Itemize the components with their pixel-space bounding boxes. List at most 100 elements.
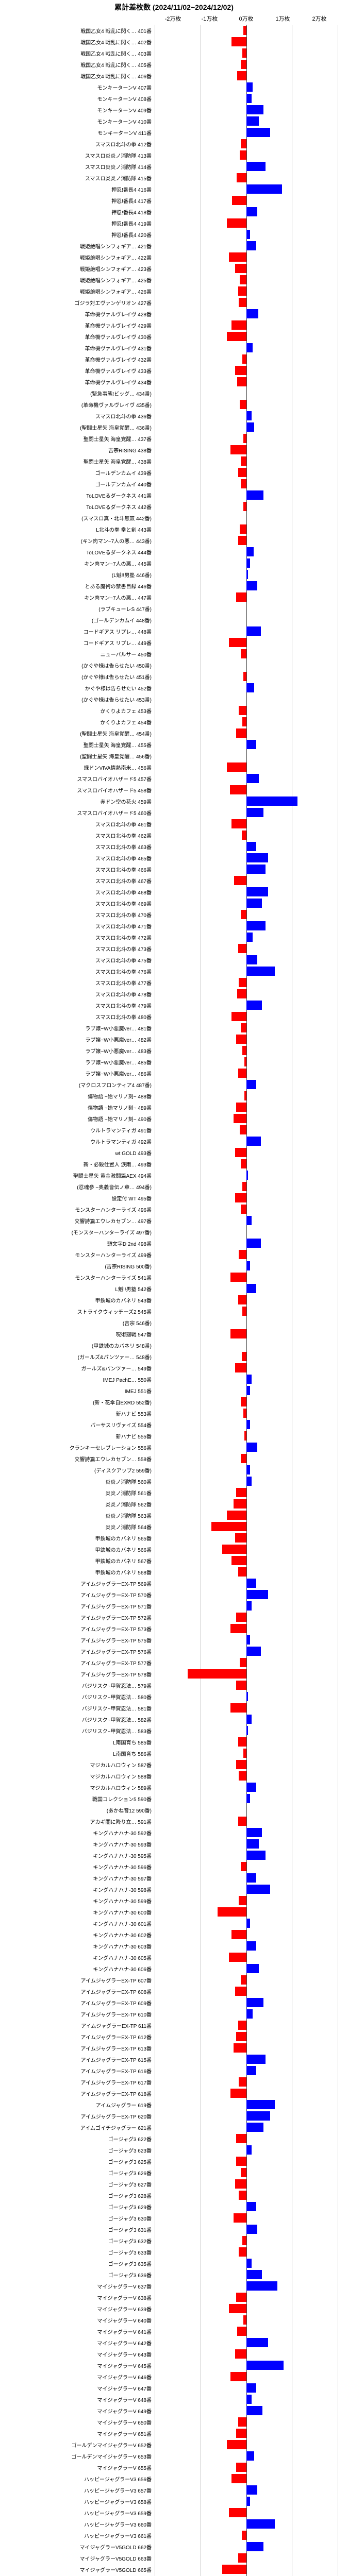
bar bbox=[246, 1137, 261, 1146]
bar bbox=[236, 1488, 246, 1497]
row-label: (マクロスフロンティア4 487番) bbox=[0, 1081, 155, 1089]
bar bbox=[236, 2032, 246, 2041]
row-label: 新ハナビ 553番 bbox=[0, 1410, 155, 1417]
bar bbox=[246, 2111, 270, 2121]
row-label: アイムジャグラーEX-TP 576番 bbox=[0, 1648, 155, 1655]
row-label: (キン肉マン~7人の悪… 443番) bbox=[0, 537, 155, 545]
row-label: マイジャグラーV5GOLD 662番 bbox=[0, 2543, 155, 2551]
bar bbox=[235, 1533, 246, 1543]
chart-row: 押忍!番長4 419番 bbox=[0, 217, 348, 229]
bar-area bbox=[155, 47, 338, 59]
chart-row: (ガールズ&パンツァー… 548番) bbox=[0, 1351, 348, 1362]
chart-row: 押忍!番長4 418番 bbox=[0, 206, 348, 217]
bar bbox=[246, 1261, 250, 1270]
row-label: アイムゴイチジャグラー 621番 bbox=[0, 2124, 155, 2131]
row-label: マイジャグラーV 647番 bbox=[0, 2384, 155, 2392]
row-label: コードギアス リプレ… 448番 bbox=[0, 628, 155, 635]
bar bbox=[246, 2542, 264, 2551]
bar-area bbox=[155, 773, 338, 784]
bar-area bbox=[155, 557, 338, 569]
chart-row: マイジャグラーV 649番 bbox=[0, 2405, 348, 2416]
row-label: 聖闘士星矢 海皇覚醒… 437番 bbox=[0, 435, 155, 443]
bar-area bbox=[155, 716, 338, 727]
bar bbox=[246, 309, 258, 318]
bar-area bbox=[155, 206, 338, 217]
bar bbox=[242, 48, 246, 58]
row-label: 革命機ヴァルヴレイヴ 433番 bbox=[0, 367, 155, 375]
chart-row: とある魔術の禁書目録 446番 bbox=[0, 580, 348, 591]
bar bbox=[246, 1386, 250, 1395]
chart-row: (緊急事態!ビッグ… 434番) bbox=[0, 387, 348, 399]
chart-row: (あかね音12 590番) bbox=[0, 1804, 348, 1816]
bar bbox=[230, 1624, 246, 1633]
bar bbox=[242, 717, 246, 726]
bar bbox=[246, 570, 248, 579]
bar-area bbox=[155, 1997, 338, 2008]
row-label: 聖闘士星矢 海皇覚醒… 455番 bbox=[0, 741, 155, 749]
chart-row: 傷物語 ~始マリノ刻~ 490番 bbox=[0, 1113, 348, 1124]
bar bbox=[231, 1556, 246, 1565]
bar bbox=[246, 2519, 275, 2529]
bar-area bbox=[155, 807, 338, 818]
chart-row: マジカルハロウィン 589番 bbox=[0, 1782, 348, 1793]
row-label: ゴージャグ3 636番 bbox=[0, 2271, 155, 2279]
chart-row: モンスターハンターライズ 541番 bbox=[0, 1272, 348, 1283]
chart-row: (キン肉マン~7人の悪… 443番) bbox=[0, 535, 348, 546]
row-label: ラブ嬢~W小悪魔ver… 483番 bbox=[0, 1047, 155, 1055]
bar bbox=[246, 558, 250, 568]
chart-row: アイムジャグラーEX-TP 570番 bbox=[0, 1589, 348, 1600]
row-label: キングハナハナ-30 605番 bbox=[0, 1954, 155, 1961]
bar-area bbox=[155, 965, 338, 977]
bar-area bbox=[155, 1986, 338, 1997]
chart-row: アイムジャグラーEX-TP 616番 bbox=[0, 2065, 348, 2076]
row-label: スマスロ炎炎ノ消防隊 414番 bbox=[0, 163, 155, 171]
chart-row: 赤ドン空の花火 459番 bbox=[0, 795, 348, 807]
row-label: かぐや様は告らせたい 452番 bbox=[0, 684, 155, 692]
bar bbox=[246, 116, 259, 126]
bar-area bbox=[155, 2450, 338, 2462]
bar bbox=[246, 1873, 257, 1883]
chart-row: アカギ闇に降り立… 591番 bbox=[0, 1816, 348, 1827]
row-label: ゴージャグ3 633番 bbox=[0, 2248, 155, 2256]
row-label: マイジャグラーV 649番 bbox=[0, 2407, 155, 2415]
bar-area bbox=[155, 569, 338, 580]
bar bbox=[246, 808, 264, 817]
row-label: スマスロ北斗の拳 436番 bbox=[0, 412, 155, 420]
chart-row: クランキーセレブレーション 556番 bbox=[0, 1442, 348, 1453]
row-label: アイムジャグラーEX-TP 613番 bbox=[0, 2044, 155, 2052]
row-label: 交響詩篇エウレカセブン… 558番 bbox=[0, 1455, 155, 1463]
bar-area bbox=[155, 25, 338, 36]
bar-area bbox=[155, 387, 338, 399]
row-label: (聖闘士星矢 海皇覚醒… 456番) bbox=[0, 752, 155, 760]
row-label: 戦国乙女4 戦乱に閃く… 402番 bbox=[0, 38, 155, 46]
bar-area bbox=[155, 1555, 338, 1566]
bar-area bbox=[155, 727, 338, 739]
bar-area bbox=[155, 444, 338, 455]
bar-area bbox=[155, 705, 338, 716]
row-label: スマスロ北斗の拳 476番 bbox=[0, 968, 155, 975]
chart-row: 押忍!番長4 417番 bbox=[0, 195, 348, 206]
row-label: キングハナハナ-30 599番 bbox=[0, 1897, 155, 1905]
row-label: (モンスターハンターライズ 497番) bbox=[0, 1228, 155, 1236]
row-label: ゴージャグ3 623番 bbox=[0, 2146, 155, 2154]
row-label: キングハナハナ-30 592番 bbox=[0, 1829, 155, 1837]
bar-area bbox=[155, 1816, 338, 1827]
row-label: マジカルハロウィン 588番 bbox=[0, 1772, 155, 1780]
bar bbox=[238, 1567, 246, 1577]
bar-area bbox=[155, 2190, 338, 2201]
chart-row: バーサスリヴァイズ 554番 bbox=[0, 1419, 348, 1430]
row-label: 押忍!番長4 417番 bbox=[0, 197, 155, 205]
bar-area bbox=[155, 1952, 338, 1963]
bar-area bbox=[155, 1532, 338, 1544]
row-label: モンキーターンV 410番 bbox=[0, 117, 155, 125]
row-label: 戦国コレクション5 590番 bbox=[0, 1795, 155, 1803]
bar bbox=[246, 1885, 270, 1894]
bar-area bbox=[155, 2552, 338, 2564]
bar-area bbox=[155, 1022, 338, 1033]
row-label: 革命機ヴァルヴレイヴ 429番 bbox=[0, 321, 155, 329]
bar-area bbox=[155, 138, 338, 149]
row-label: コードギアス リプレ… 449番 bbox=[0, 639, 155, 647]
row-label: 頭文字D 2nd 498番 bbox=[0, 1240, 155, 1247]
axis-label: -2万枚 bbox=[155, 14, 191, 23]
chart-row: モンキーターンV 408番 bbox=[0, 93, 348, 104]
